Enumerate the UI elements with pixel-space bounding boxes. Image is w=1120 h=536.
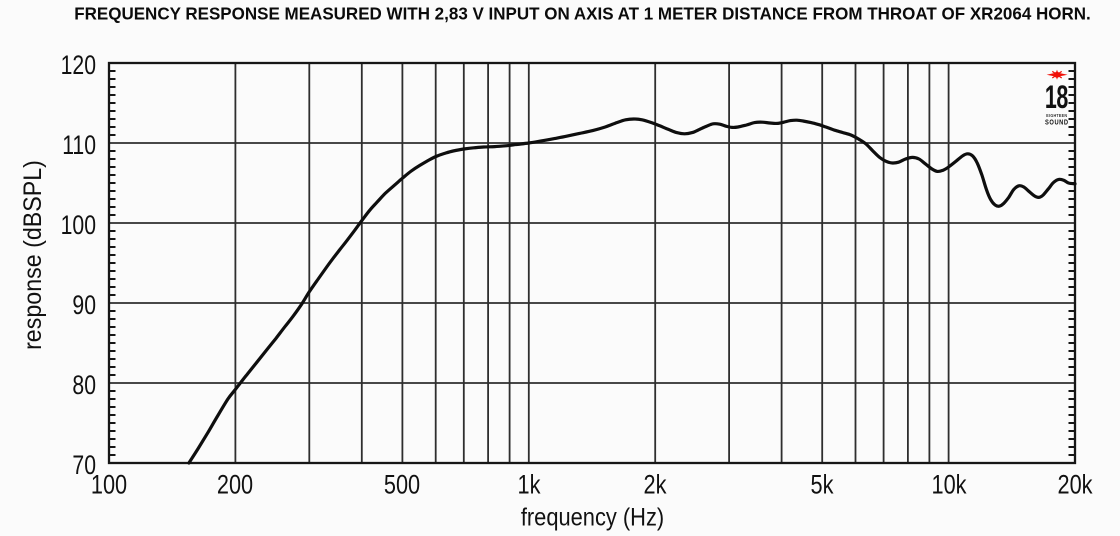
svg-text:500: 500 [384,471,420,501]
svg-text:120: 120 [61,51,96,81]
svg-text:2k: 2k [644,471,668,501]
svg-text:20k: 20k [1057,471,1093,501]
svg-text:SOUND: SOUND [1045,119,1069,127]
svg-text:100: 100 [91,471,127,501]
svg-text:80: 80 [72,371,96,401]
svg-text:18: 18 [1045,79,1068,115]
svg-text:100: 100 [61,211,96,241]
svg-text:5k: 5k [811,471,835,501]
svg-text:1k: 1k [518,471,542,501]
svg-text:response (dBSPL): response (dBSPL) [19,160,47,350]
svg-text:FREQUENCY RESPONSE MEASURED WI: FREQUENCY RESPONSE MEASURED WITH 2,83 V … [74,3,1091,24]
svg-text:10k: 10k [931,471,967,501]
svg-text:110: 110 [62,131,96,161]
svg-text:90: 90 [72,291,96,321]
svg-text:EIGHTEEN: EIGHTEEN [1046,113,1067,119]
svg-text:frequency (Hz): frequency (Hz) [521,503,664,531]
svg-text:70: 70 [72,451,96,481]
svg-text:200: 200 [217,471,253,501]
